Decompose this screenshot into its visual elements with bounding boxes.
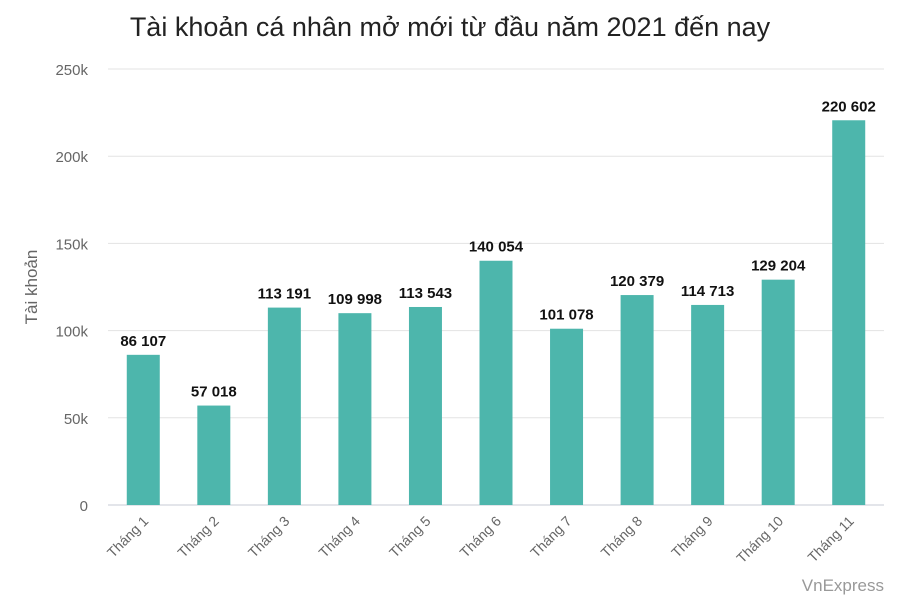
x-tick-label: Tháng 1: [104, 513, 152, 561]
x-tick-label: Tháng 8: [598, 513, 646, 561]
x-tick-label: Tháng 2: [174, 513, 222, 561]
x-tick-label: Tháng 7: [527, 513, 575, 561]
y-tick-label: 100k: [55, 324, 88, 341]
bar: [479, 260, 513, 505]
bar: [267, 307, 301, 505]
y-tick-label: 0: [80, 498, 88, 515]
bar: [550, 328, 584, 505]
bar: [338, 313, 372, 505]
data-label: 113 191: [258, 286, 311, 303]
data-label: 114 713: [681, 283, 734, 300]
data-label: 113 543: [399, 285, 452, 302]
bar: [126, 354, 160, 505]
data-label: 140 054: [469, 239, 524, 256]
y-tick-label: 50k: [64, 411, 89, 428]
x-tick-label: Tháng 5: [386, 513, 434, 561]
y-tick-label: 250k: [55, 62, 88, 79]
data-label: 57 018: [191, 384, 237, 401]
data-label: 101 078: [539, 307, 593, 324]
data-label: 129 204: [751, 258, 806, 275]
bar: [197, 405, 231, 505]
y-tick-label: 150k: [55, 236, 88, 253]
x-tick-label: Tháng 11: [804, 513, 857, 566]
x-tick-label: Tháng 10: [733, 513, 786, 566]
x-tick-label: Tháng 3: [245, 513, 293, 561]
y-axis-label: Tài khoản: [22, 250, 41, 325]
data-label: 220 602: [822, 98, 876, 115]
x-tick-label: Tháng 4: [315, 513, 363, 561]
bar: [691, 304, 725, 505]
bar: [832, 120, 866, 505]
bar: [761, 279, 795, 505]
x-tick-label: Tháng 9: [668, 513, 716, 561]
chart-title: Tài khoản cá nhân mở mới từ đầu năm 2021…: [129, 12, 771, 42]
bar: [408, 306, 442, 505]
y-tick-label: 200k: [55, 149, 88, 166]
x-tick-label: Tháng 6: [456, 513, 504, 561]
source-credit: VnExpress: [801, 576, 884, 595]
data-label: 120 379: [610, 273, 664, 290]
data-label: 109 998: [328, 291, 382, 308]
data-label: 86 107: [120, 333, 166, 350]
bar: [620, 295, 654, 505]
